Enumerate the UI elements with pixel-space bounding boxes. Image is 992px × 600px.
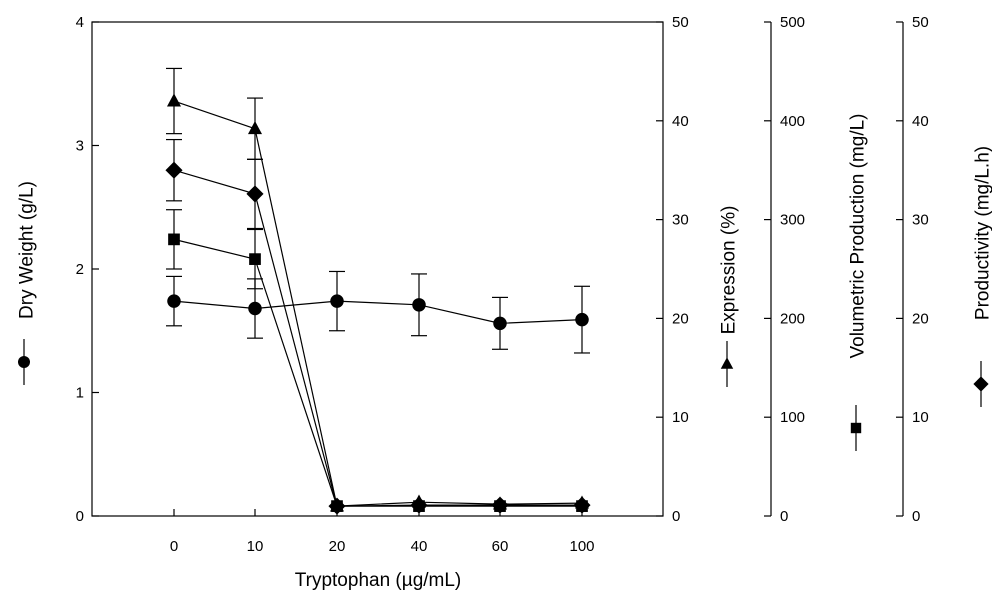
volumetric-tick-label: 500 xyxy=(780,14,805,31)
series-expression xyxy=(166,67,590,512)
productivity-tick-label: 0 xyxy=(912,508,920,525)
expression-tick-label: 10 xyxy=(672,409,689,426)
productivity-tick-label: 40 xyxy=(912,113,929,130)
productivity-tick-label: 30 xyxy=(912,212,929,229)
productivity-tick-label: 50 xyxy=(912,14,929,31)
productivity-axis-label: Productivity (mg/L.h) xyxy=(973,146,992,320)
series-productivity xyxy=(165,138,591,515)
data-point-circle xyxy=(493,316,507,331)
legend-triangle-icon xyxy=(720,357,734,369)
data-point-diamond xyxy=(573,496,591,514)
volumetric-tick-label: 200 xyxy=(780,310,805,327)
data-point-circle xyxy=(167,294,181,308)
data-point-diamond xyxy=(246,185,264,203)
y-axis-ticks: 0 1 2 3 4 xyxy=(76,14,99,525)
x-tick-label: 40 xyxy=(411,538,428,555)
expression-tick-label: 20 xyxy=(672,310,689,327)
y-tick-label: 4 xyxy=(76,14,84,31)
productivity-tick-label: 20 xyxy=(912,310,929,327)
axis-legend-triangle-marker xyxy=(720,341,734,387)
axis-legend-circle-marker xyxy=(18,339,30,385)
expression-axis-title: Expression (%) xyxy=(719,206,740,335)
series-dry_weight xyxy=(166,270,590,354)
productivity-tick-label: 10 xyxy=(912,409,929,426)
dry-weight-axis-title: Dry Weight (g/L) xyxy=(17,181,38,319)
expression-tick-label: 40 xyxy=(672,113,689,130)
data-point-square xyxy=(168,233,180,246)
x-axis-label: Tryptophan (µg/mL) xyxy=(295,570,462,591)
productivity-axis-title: Productivity (mg/L.h) xyxy=(973,146,992,320)
legend-square-icon xyxy=(850,422,862,434)
data-point-triangle xyxy=(247,121,263,135)
data-point-diamond xyxy=(328,497,346,515)
y-tick-label: 1 xyxy=(76,385,84,402)
series-line-productivity xyxy=(173,169,582,507)
expression-tick-label: 30 xyxy=(672,212,689,229)
data-point-circle xyxy=(412,298,426,312)
dry-weight-axis-label: Dry Weight (g/L) xyxy=(17,181,38,319)
data-point-circle xyxy=(248,301,262,316)
data-point-triangle xyxy=(166,93,182,107)
data-point-circle xyxy=(575,312,589,327)
legend-diamond-icon xyxy=(973,376,989,392)
axis-legend-square-marker xyxy=(850,405,862,451)
x-tick-label: 10 xyxy=(247,538,264,555)
x-tick-label: 0 xyxy=(170,538,178,555)
data-point-square xyxy=(249,253,261,265)
volumetric-axis-label: Volumetric Production (mg/L) xyxy=(848,114,869,359)
volumetric-tick-label: 300 xyxy=(780,212,805,229)
x-tick-label: 20 xyxy=(329,538,346,555)
volumetric-tick-label: 400 xyxy=(780,113,805,130)
volumetric-tick-label: 100 xyxy=(780,409,805,426)
expression-tick-label: 0 xyxy=(672,508,680,525)
volumetric-tick-label: 0 xyxy=(780,508,788,525)
series-line-expression xyxy=(173,100,583,507)
series-line-dry_weight xyxy=(173,300,583,324)
volumetric-axis-title: Volumetric Production (mg/L) xyxy=(848,114,869,359)
series-line-volumetric xyxy=(173,238,582,507)
y-tick-label: 0 xyxy=(76,508,84,525)
x-tick-label: 100 xyxy=(569,538,594,555)
axis-legend-diamond-marker xyxy=(973,361,989,407)
y-tick-label: 3 xyxy=(76,138,84,155)
legend-circle-icon xyxy=(18,356,30,368)
data-point-diamond xyxy=(491,496,509,514)
data-point-diamond xyxy=(165,161,183,179)
data-point-circle xyxy=(330,294,344,308)
x-tick-label: 60 xyxy=(492,538,509,555)
series-layer xyxy=(165,67,591,515)
y-tick-label: 2 xyxy=(76,261,84,278)
series-volumetric xyxy=(166,209,588,512)
expression-tick-label: 50 xyxy=(672,14,689,31)
expression-axis-label: Expression (%) xyxy=(719,206,740,335)
data-point-diamond xyxy=(410,496,428,514)
